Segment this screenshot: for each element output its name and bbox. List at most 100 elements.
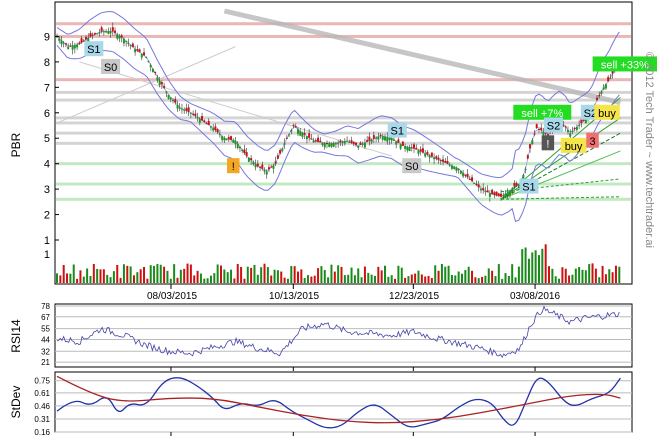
candle-body bbox=[294, 125, 297, 128]
candle-body bbox=[214, 126, 217, 131]
candle-body bbox=[341, 141, 344, 143]
signal-badge bbox=[513, 104, 572, 120]
volume-bar bbox=[524, 247, 527, 283]
candle-body bbox=[442, 159, 445, 162]
candle-body bbox=[232, 140, 235, 143]
stdev-axis-label: StDev bbox=[9, 386, 23, 419]
level-line bbox=[56, 78, 631, 82]
signal-badge bbox=[402, 158, 422, 174]
volume-bar bbox=[380, 270, 383, 283]
y-tick-label: 7 bbox=[44, 82, 50, 94]
candle-body bbox=[163, 85, 166, 88]
candle-body bbox=[147, 60, 150, 62]
volume-bar bbox=[440, 264, 443, 283]
candle-body bbox=[180, 108, 183, 110]
volume-bar bbox=[206, 278, 209, 283]
candle-body bbox=[366, 139, 369, 142]
candle-body bbox=[437, 157, 440, 160]
candle-body bbox=[259, 166, 262, 168]
candle-body bbox=[517, 184, 520, 188]
volume-bar bbox=[119, 277, 122, 283]
candle-body bbox=[317, 137, 320, 142]
volume-bar bbox=[250, 267, 253, 283]
volume-bar bbox=[618, 266, 621, 283]
candle-body bbox=[203, 120, 206, 122]
volume-bar bbox=[122, 264, 125, 283]
candle-body bbox=[533, 133, 536, 135]
candle-body bbox=[209, 126, 212, 128]
candle-body bbox=[76, 44, 79, 48]
candle-body bbox=[522, 174, 525, 180]
volume-bar bbox=[196, 270, 199, 283]
candle-body bbox=[399, 144, 402, 149]
candle-body bbox=[479, 189, 482, 191]
volume-bar bbox=[226, 272, 229, 283]
signal-label: 3 bbox=[589, 136, 595, 148]
signal-badge bbox=[586, 132, 599, 148]
candle-body bbox=[328, 143, 331, 147]
volume-bar bbox=[193, 275, 196, 283]
candle-body bbox=[377, 136, 380, 140]
candle-body bbox=[312, 140, 315, 143]
volume-bar bbox=[109, 277, 112, 283]
volume-bar bbox=[69, 273, 72, 283]
volume-bar bbox=[561, 267, 564, 283]
volume-bar bbox=[112, 271, 115, 283]
volume-bar bbox=[270, 275, 273, 283]
candle-body bbox=[439, 160, 442, 162]
candle-body bbox=[176, 105, 179, 109]
volume-bar bbox=[296, 271, 299, 283]
candle-body bbox=[491, 189, 494, 195]
volume-bar bbox=[417, 270, 420, 283]
candle-body bbox=[464, 174, 467, 176]
candle-body bbox=[58, 38, 61, 41]
candle-body bbox=[67, 46, 70, 49]
y-tick-label: 6 bbox=[44, 108, 50, 120]
volume-bar bbox=[337, 265, 340, 283]
candle-body bbox=[506, 192, 509, 196]
stdev-tick-label: 0.75 bbox=[34, 377, 50, 386]
volume-bar bbox=[233, 278, 236, 283]
candle-body bbox=[477, 184, 480, 188]
candle-body bbox=[299, 131, 302, 136]
signal-badge bbox=[84, 41, 104, 57]
volume-bar bbox=[303, 277, 306, 283]
volume-bar bbox=[574, 268, 577, 283]
volume-bar bbox=[437, 270, 440, 283]
candle-body bbox=[270, 166, 273, 168]
volume-bar bbox=[464, 270, 467, 283]
candle-body bbox=[607, 77, 610, 82]
candle-body bbox=[118, 35, 121, 39]
rsi-tick-label: 78 bbox=[41, 302, 50, 311]
candle-body bbox=[484, 191, 487, 193]
candle-body bbox=[64, 43, 67, 45]
candle-body bbox=[134, 49, 137, 53]
candle-body bbox=[221, 136, 224, 140]
candle-body bbox=[375, 137, 378, 139]
candle-body bbox=[102, 31, 105, 33]
candle-body bbox=[272, 165, 275, 169]
candle-body bbox=[348, 141, 351, 143]
candle-body bbox=[241, 149, 244, 151]
candle-body bbox=[138, 49, 141, 53]
candle-body bbox=[267, 167, 270, 170]
candle-body bbox=[245, 152, 248, 157]
volume-bar bbox=[450, 275, 453, 283]
candle-body bbox=[462, 172, 465, 177]
candle-body bbox=[493, 192, 496, 195]
candle-body bbox=[250, 158, 253, 161]
candle-body bbox=[183, 109, 186, 111]
candle-body bbox=[529, 144, 532, 149]
signal-label: sell +7% bbox=[521, 108, 563, 120]
x-tick-label: 10/13/2015 bbox=[269, 291, 319, 302]
volume-bar bbox=[139, 269, 142, 283]
candle-body bbox=[156, 77, 159, 81]
volume-bar bbox=[434, 265, 437, 283]
volume-bar bbox=[568, 275, 571, 283]
y-tick-label: 5 bbox=[44, 133, 50, 145]
candle-body bbox=[109, 31, 112, 34]
candle-body bbox=[174, 98, 177, 103]
volume-bar bbox=[373, 275, 376, 283]
candle-body bbox=[495, 191, 498, 196]
candle-body bbox=[196, 117, 199, 119]
